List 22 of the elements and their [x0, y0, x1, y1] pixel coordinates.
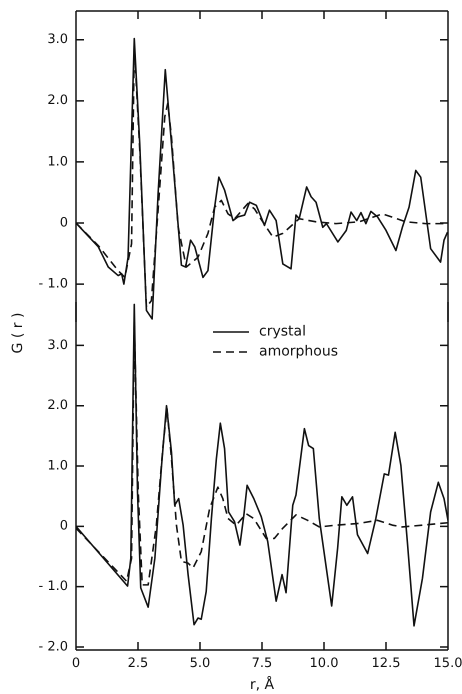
x-tick-label: 7.5 — [252, 656, 272, 672]
x-tick-label: 12.5 — [372, 656, 400, 672]
y-tick-label: 1.0 — [47, 458, 68, 474]
y-tick-label: 0 — [60, 215, 68, 230]
y-tick-label: - 1.0 — [38, 276, 68, 292]
y-tick-label: 3.0 — [47, 338, 68, 353]
x-axis-title: r, Å — [250, 676, 275, 694]
y-tick-label: - 2.0 — [38, 639, 68, 654]
x-tick-label: 15.0 — [434, 656, 462, 672]
y-tick-label: 2.0 — [47, 93, 68, 108]
y-tick-label: 3.0 — [47, 32, 68, 48]
legend-label: amorphous — [259, 344, 338, 360]
x-tick-label: 5.0 — [190, 656, 210, 672]
legend-label: crystal — [259, 324, 306, 340]
y-tick-label: - 1.0 — [38, 579, 68, 594]
x-tick-label: 2.5 — [128, 656, 148, 672]
y-tick-label: 1.0 — [47, 154, 68, 170]
y-tick-label: 0 — [60, 518, 68, 534]
x-tick-label: 0 — [72, 656, 80, 672]
y-tick-label: 2.0 — [47, 398, 68, 414]
x-tick-label: 10.0 — [310, 656, 338, 672]
y-axis-title: G ( r ) — [10, 312, 26, 356]
